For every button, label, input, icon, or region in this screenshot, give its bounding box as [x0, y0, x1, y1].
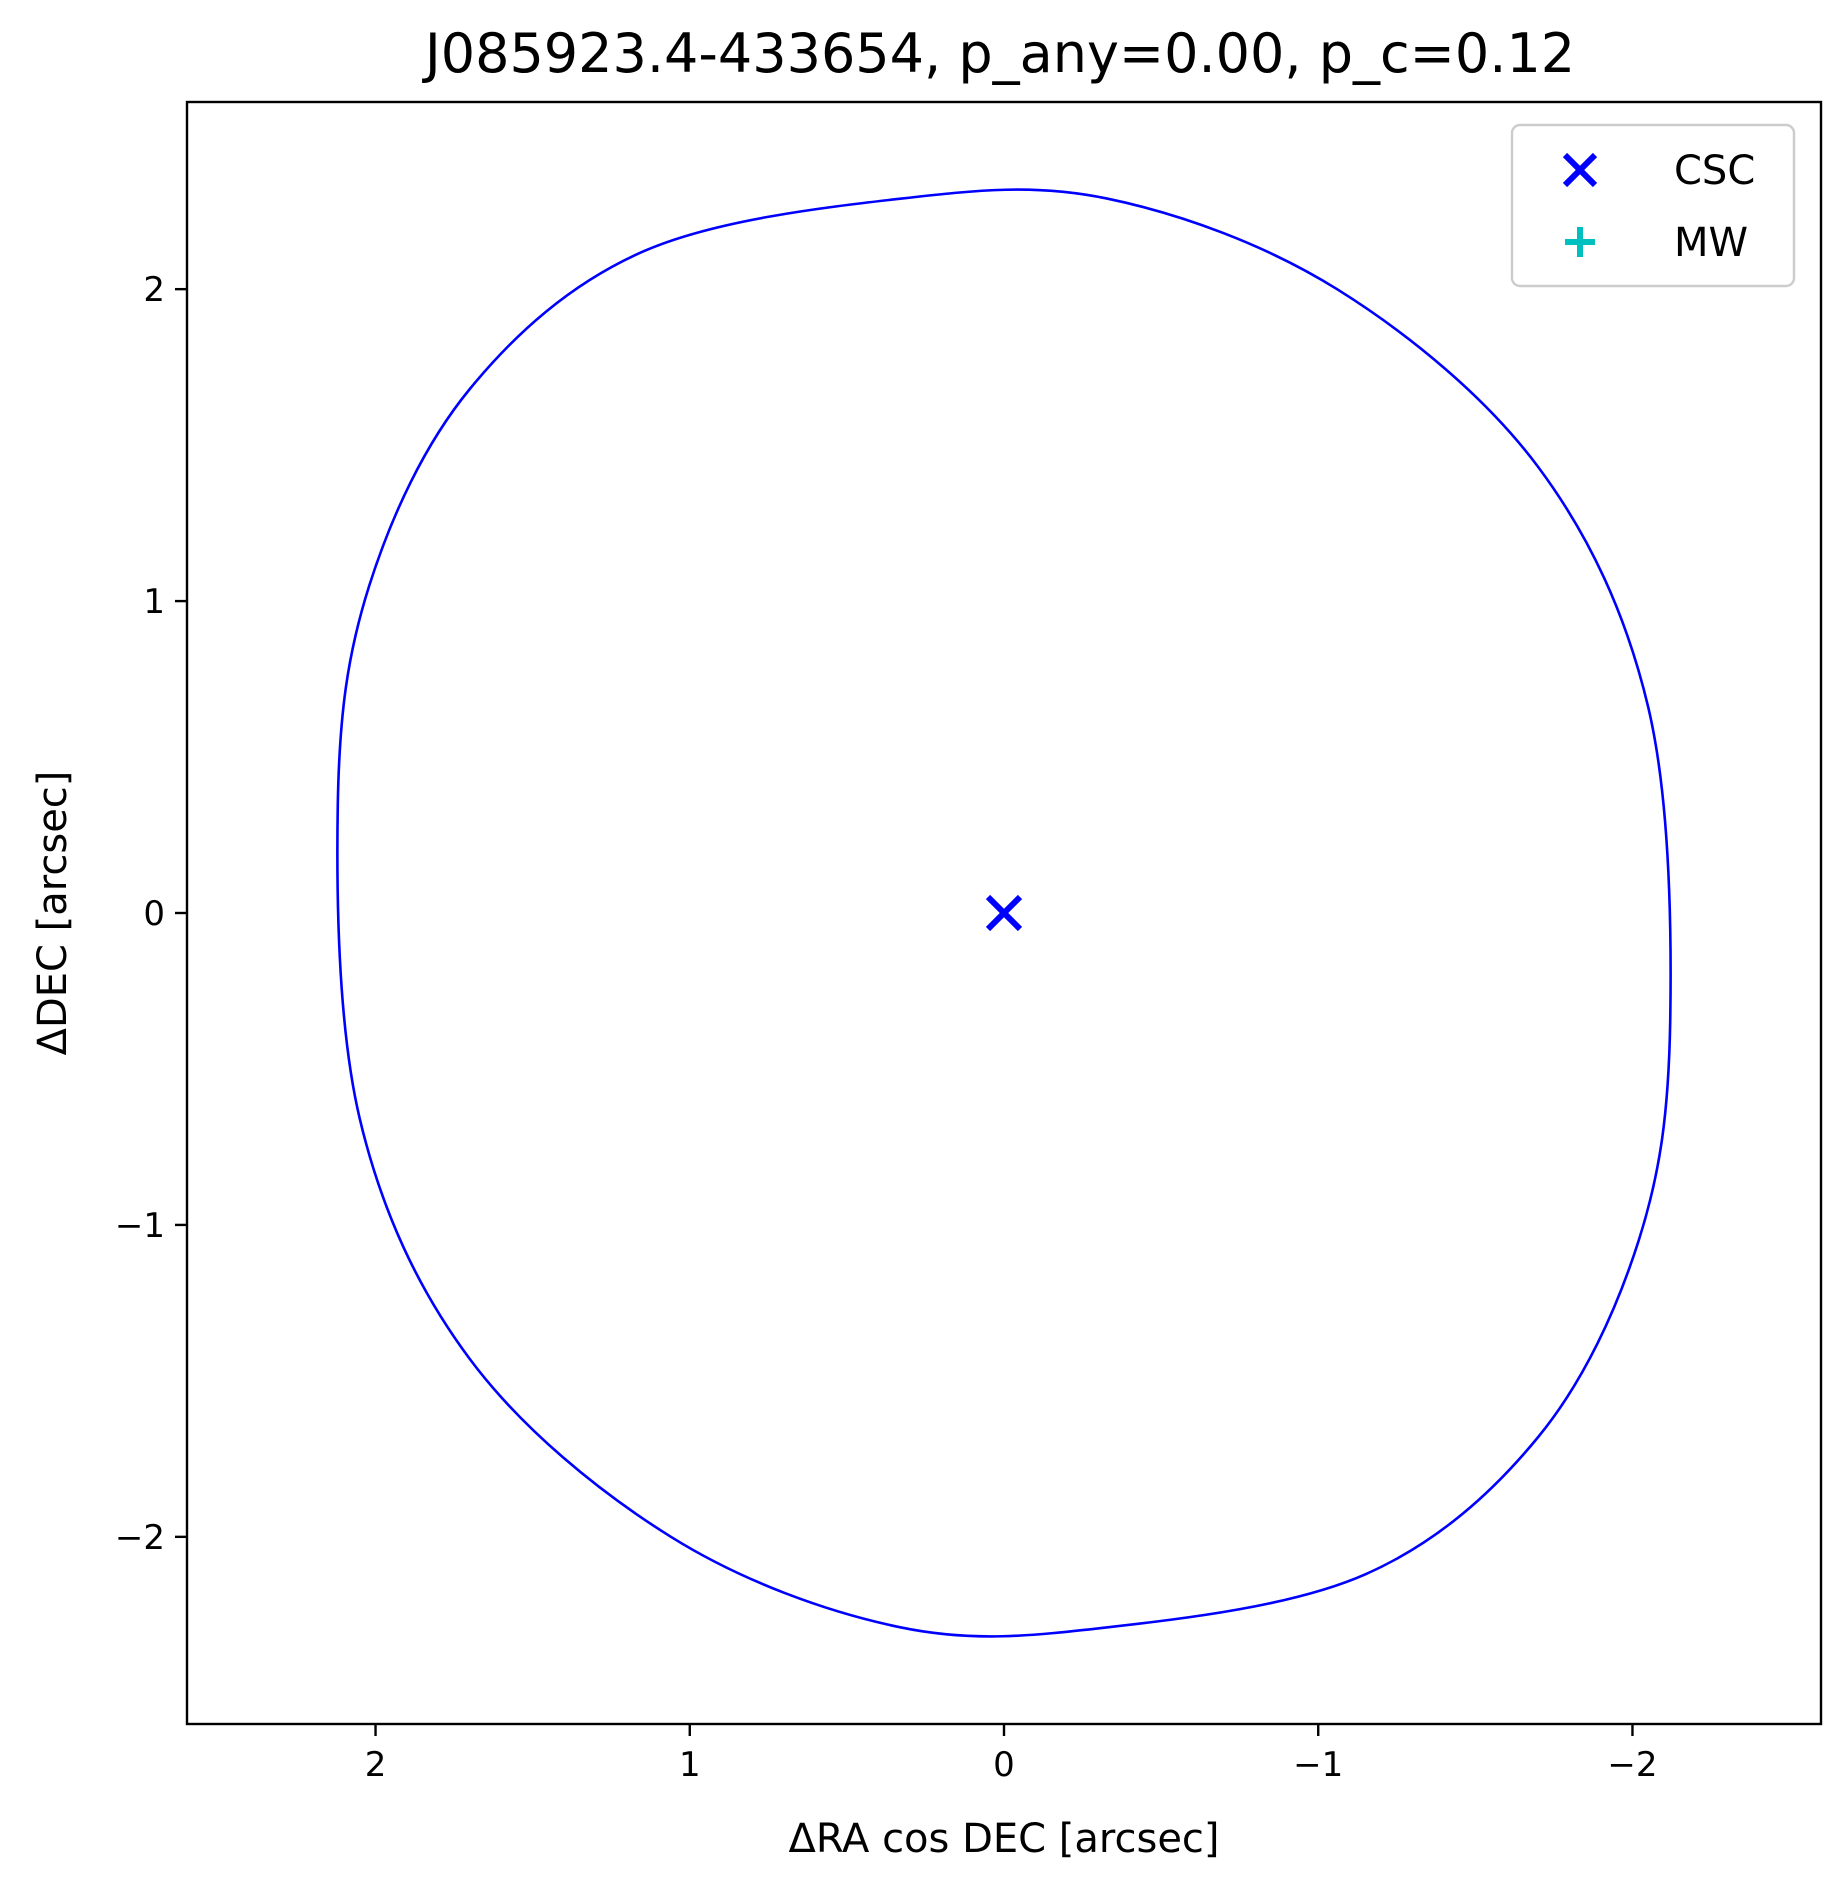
- y-axis-ticks: 2 1 0 −1 −2: [115, 270, 187, 1558]
- error-ellipse: [336, 188, 1672, 1638]
- csc-marker: [985, 894, 1023, 932]
- x-tick-label: −1: [1293, 1745, 1343, 1785]
- x-axis-ticks: 2 1 0 −1 −2: [365, 1724, 1658, 1785]
- x-tick-label: 2: [365, 1745, 387, 1785]
- y-tick-label: 0: [143, 894, 165, 934]
- y-tick-label: −1: [115, 1206, 165, 1246]
- data-markers: [985, 894, 1023, 932]
- y-axis-label: ΔDEC [arcsec]: [30, 771, 76, 1056]
- legend-marker-mw: [1565, 227, 1595, 257]
- legend: CSC MW: [1510, 123, 1796, 288]
- plot-area: 2 1 0 −1 −2 2 1 0 −1 −2: [115, 100, 1823, 1785]
- y-tick-label: 2: [143, 270, 165, 310]
- chart-title: J085923.4-433654, p_any=0.00, p_c=0.12: [422, 22, 1575, 85]
- x-tick-label: 1: [679, 1745, 701, 1785]
- x-tick-label: 0: [993, 1745, 1015, 1785]
- x-tick-label: −2: [1607, 1745, 1657, 1785]
- y-tick-label: −2: [115, 1518, 165, 1558]
- legend-label-mw: MW: [1674, 220, 1748, 266]
- legend-markers: [1562, 152, 1598, 257]
- y-tick-label: 1: [143, 582, 165, 622]
- legend-label-csc: CSC: [1674, 148, 1755, 194]
- legend-marker-csc: [1562, 152, 1598, 188]
- x-axis-label: ΔRA cos DEC [arcsec]: [788, 1816, 1219, 1862]
